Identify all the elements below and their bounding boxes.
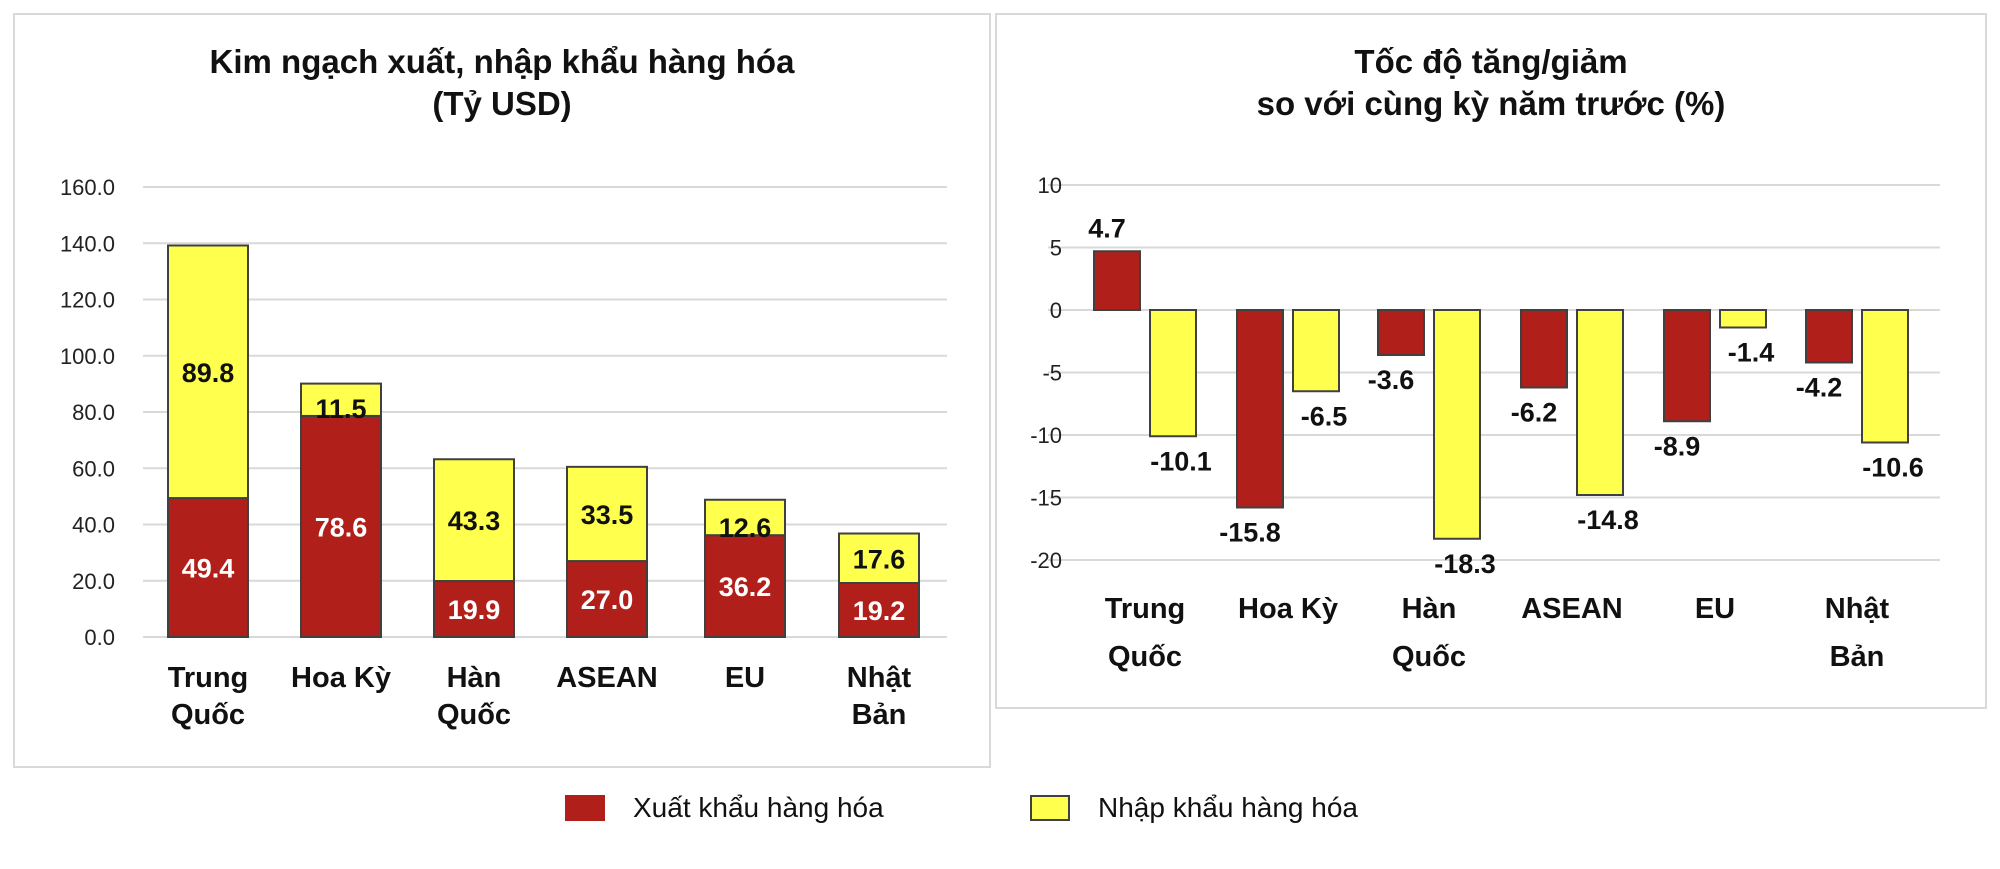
export-growth-bar[interactable]: [1236, 309, 1284, 509]
import-growth-bar[interactable]: [1433, 309, 1481, 540]
export-value-label: 27.0: [581, 585, 634, 615]
category-label: Trung: [1105, 593, 1186, 625]
import-value-label: 33.5: [581, 500, 634, 530]
y-tick-label: -5: [1042, 361, 1062, 386]
import-bar[interactable]: [704, 498, 786, 537]
export-bar[interactable]: [433, 580, 515, 638]
export-growth-bar[interactable]: [1377, 309, 1425, 356]
category-label: Quốc: [171, 699, 245, 731]
category-label: Hàn: [1402, 593, 1457, 625]
import-growth-label: -1.4: [1728, 338, 1775, 368]
y-tick-label: 20.0: [72, 569, 115, 594]
import-bar[interactable]: [566, 465, 648, 563]
import-growth-label: -14.8: [1577, 505, 1639, 535]
import-bar[interactable]: [433, 458, 515, 583]
legend-label-import: Nhập khẩu hàng hóa: [1098, 792, 1358, 823]
y-tick-label: 10: [1038, 173, 1062, 198]
category-label: Bản: [1830, 641, 1885, 673]
import-growth-bar[interactable]: [1149, 309, 1197, 438]
export-swatch-icon: [565, 795, 605, 821]
export-growth-bar[interactable]: [1663, 309, 1711, 423]
category-label: Quốc: [1108, 641, 1182, 673]
import-growth-bar[interactable]: [1861, 309, 1909, 444]
export-bar[interactable]: [300, 414, 382, 638]
category-label: Quốc: [437, 699, 511, 731]
category-label: Quốc: [1392, 641, 1466, 673]
y-tick-label: -10: [1030, 423, 1062, 448]
export-growth-label: -4.2: [1796, 373, 1843, 403]
export-value-label: 19.9: [448, 595, 501, 625]
right-chart-title-line1: Tốc độ tăng/giảm: [1354, 43, 1628, 80]
y-tick-label: 160.0: [60, 175, 115, 200]
category-label: Hoa Kỳ: [291, 662, 391, 694]
y-tick-label: 60.0: [72, 456, 115, 481]
category-label: Bản: [852, 699, 907, 731]
import-growth-label: -10.1: [1150, 446, 1212, 476]
export-growth-bar[interactable]: [1093, 250, 1141, 311]
export-value-label: 78.6: [315, 512, 368, 542]
category-label: ASEAN: [1521, 593, 1623, 625]
y-tick-label: 140.0: [60, 231, 115, 256]
category-label: ASEAN: [556, 662, 658, 694]
y-tick-label: 120.0: [60, 288, 115, 313]
legend-item-import: Nhập khẩu hàng hóa: [1030, 788, 1358, 828]
export-growth-label: -8.9: [1654, 431, 1701, 461]
import-value-label: 89.8: [182, 358, 235, 388]
left-chart-title-line2: (Tỷ USD): [432, 85, 572, 122]
export-value-label: 49.4: [182, 554, 235, 584]
y-tick-label: 5: [1050, 236, 1062, 261]
y-tick-label: 80.0: [72, 400, 115, 425]
import-bar[interactable]: [167, 244, 249, 500]
import-growth-bar[interactable]: [1292, 309, 1340, 393]
category-label: Hoa Kỳ: [1238, 593, 1338, 625]
y-tick-label: 100.0: [60, 344, 115, 369]
import-growth-bar[interactable]: [1576, 309, 1624, 496]
import-bar[interactable]: [838, 532, 920, 584]
legend-item-export: Xuất khẩu hàng hóa: [565, 788, 884, 828]
right-chart-title: Tốc độ tăng/giảm so với cùng kỳ năm trướ…: [997, 41, 1985, 125]
export-bar[interactable]: [566, 560, 648, 638]
import-growth-label: -18.3: [1434, 549, 1496, 579]
y-tick-label: 0.0: [84, 625, 115, 650]
export-growth-bar[interactable]: [1520, 309, 1568, 389]
import-growth-bar[interactable]: [1719, 309, 1767, 329]
category-label: EU: [725, 662, 765, 694]
y-tick-label: 0: [1050, 298, 1062, 323]
import-value-label: 43.3: [448, 506, 501, 536]
export-value-label: 36.2: [719, 572, 772, 602]
import-bar[interactable]: [300, 382, 382, 417]
export-growth-label: -6.2: [1511, 398, 1558, 428]
import-swatch-icon: [1030, 795, 1070, 821]
import-value-label: 12.6: [719, 513, 772, 543]
export-growth-label: -15.8: [1219, 518, 1281, 548]
y-tick-label: -20: [1030, 548, 1062, 573]
category-label: Trung: [168, 662, 249, 694]
category-label: EU: [1695, 593, 1735, 625]
right-chart-title-line2: so với cùng kỳ năm trước (%): [1256, 85, 1726, 122]
export-growth-label: -3.6: [1368, 365, 1415, 395]
import-value-label: 17.6: [853, 544, 906, 574]
category-label: Nhật: [847, 662, 912, 694]
export-growth-bar[interactable]: [1805, 309, 1853, 364]
left-chart-title: Kim ngạch xuất, nhập khẩu hàng hóa (Tỷ U…: [15, 41, 989, 125]
category-label: Hàn: [447, 662, 502, 694]
export-growth-label: 4.7: [1088, 213, 1126, 243]
import-growth-label: -6.5: [1301, 401, 1348, 431]
import-value-label: 11.5: [315, 394, 366, 424]
y-tick-label: -15: [1030, 486, 1062, 511]
y-tick-label: 40.0: [72, 513, 115, 538]
left-chart-title-line1: Kim ngạch xuất, nhập khẩu hàng hóa: [209, 43, 795, 80]
legend-label-export: Xuất khẩu hàng hóa: [633, 792, 884, 823]
legend: Xuất khẩu hàng hóa Nhập khẩu hàng hóa: [0, 788, 2000, 828]
import-growth-label: -10.6: [1862, 453, 1924, 483]
category-label: Nhật: [1825, 593, 1890, 625]
export-value-label: 19.2: [853, 596, 906, 626]
